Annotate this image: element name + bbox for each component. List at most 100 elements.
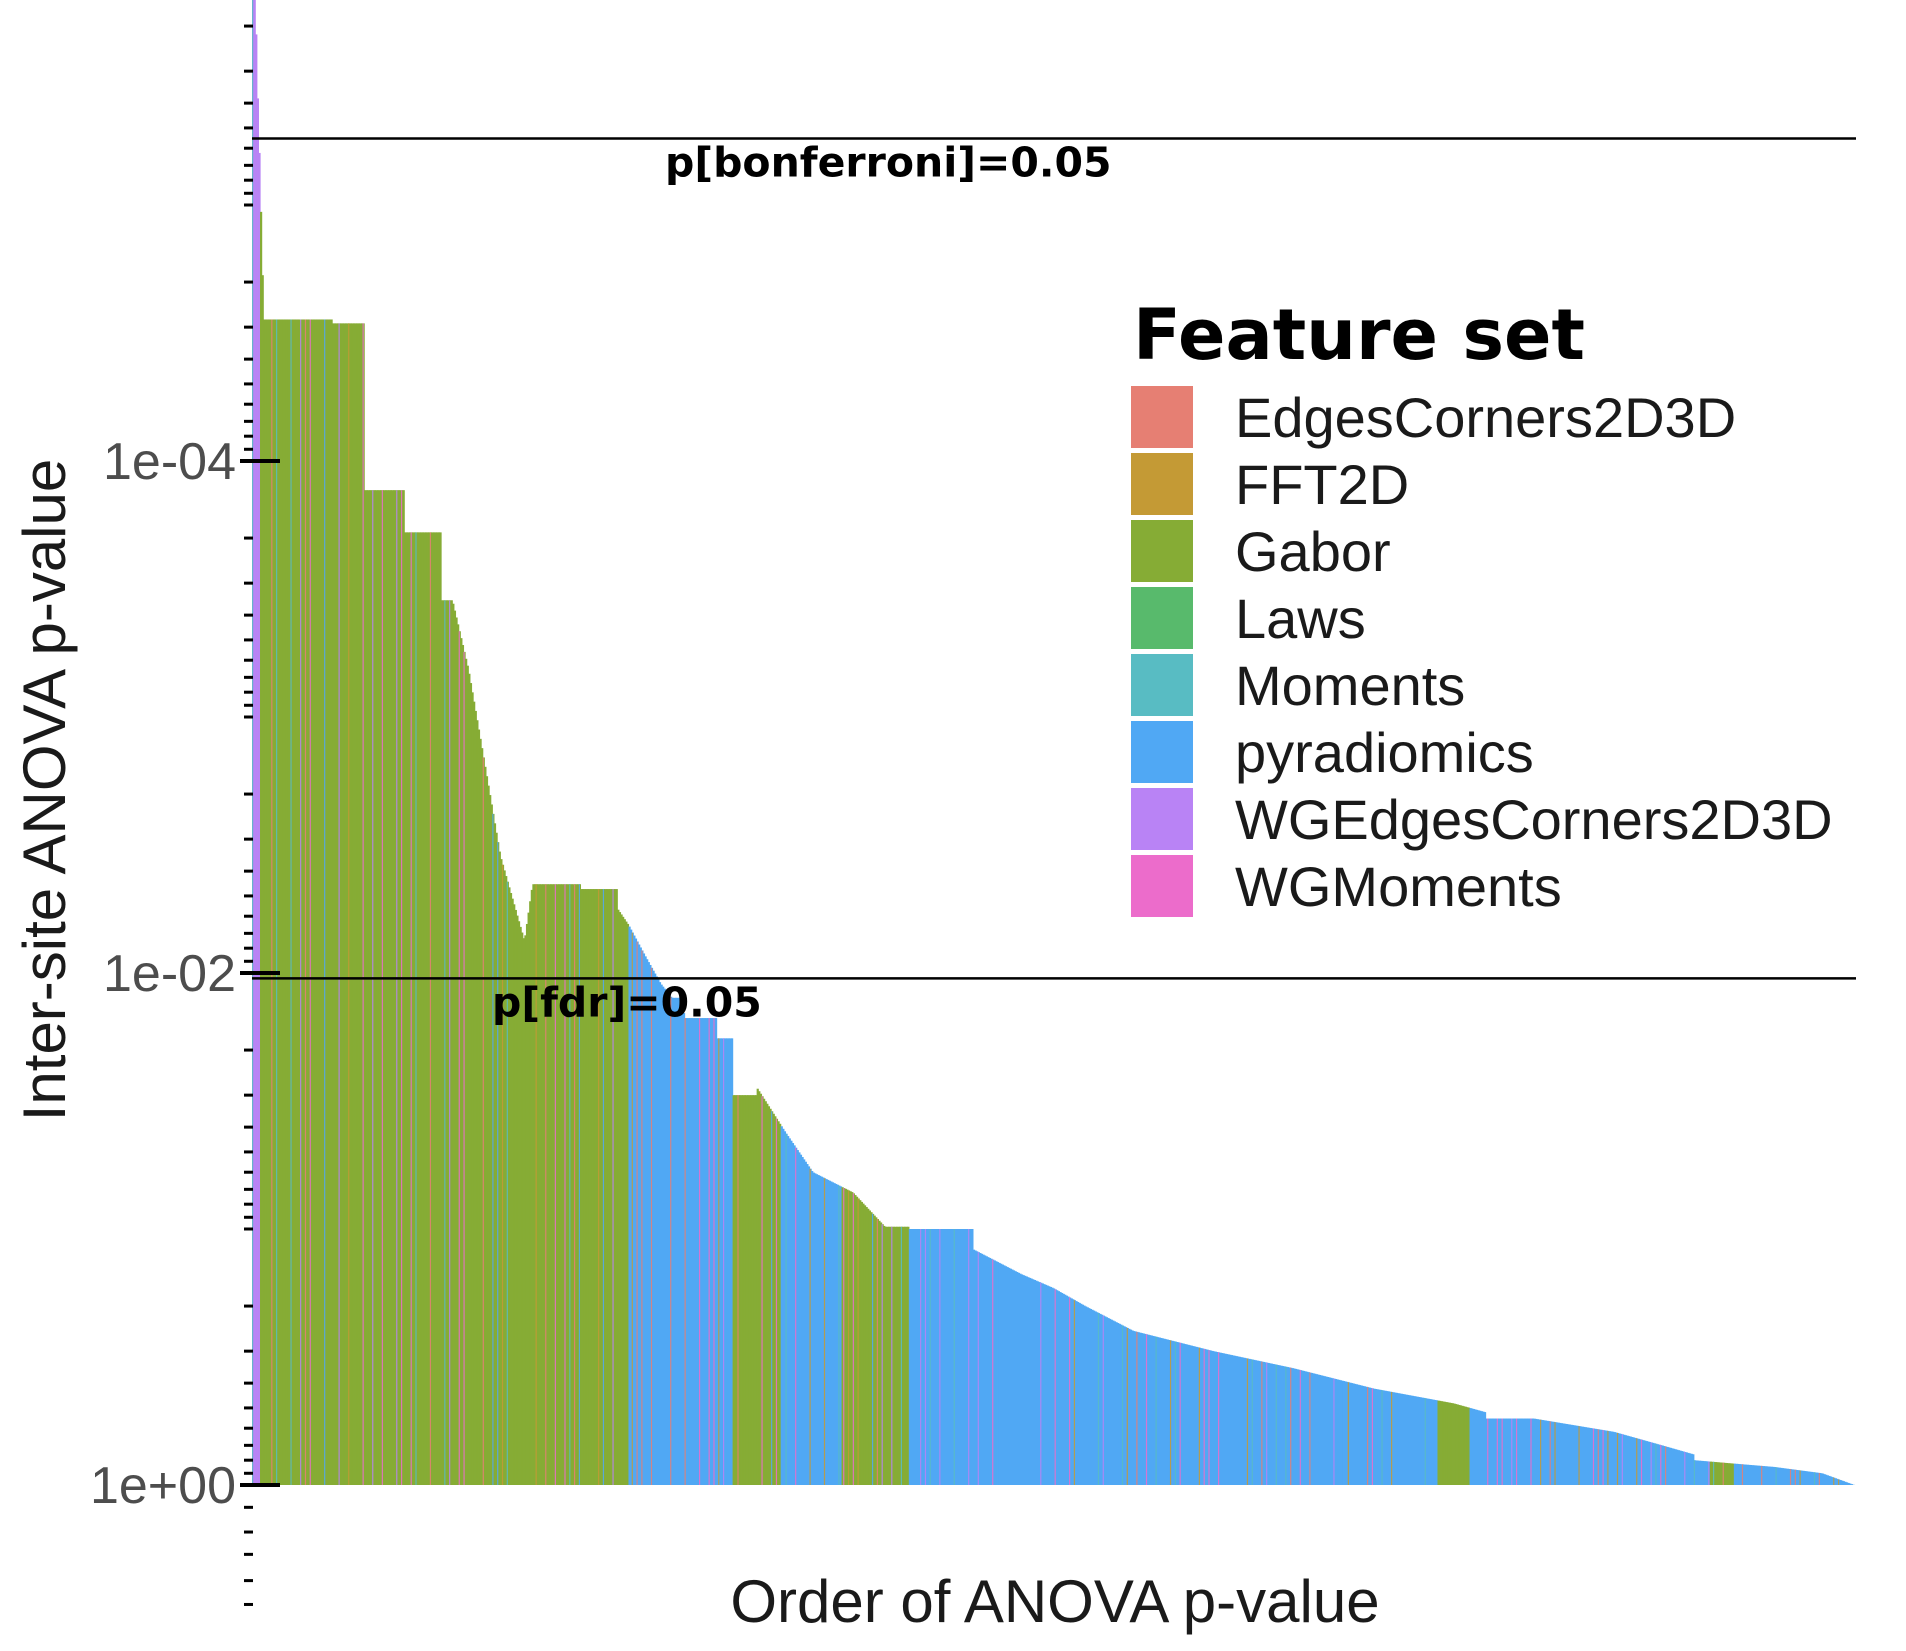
- bar-stripe: [790, 1141, 791, 1485]
- y-tick-label: 1e+00: [90, 1457, 236, 1515]
- bar-stripe: [1708, 1462, 1709, 1486]
- bar-stripe: [1180, 1343, 1181, 1485]
- bar-stripe: [737, 1095, 738, 1485]
- bar-stripe: [1530, 1419, 1531, 1485]
- legend-label: Gabor: [1235, 520, 1391, 583]
- bar-stripe: [1290, 1368, 1291, 1485]
- bar-stripe: [877, 1219, 878, 1485]
- bar-stripe: [1141, 1333, 1142, 1485]
- bar-stripe: [1103, 1316, 1104, 1485]
- bar-stripe: [1502, 1419, 1503, 1485]
- bar-stripe: [310, 319, 311, 1485]
- bar-stripe: [1069, 1297, 1070, 1485]
- bar-stripe: [1204, 1349, 1205, 1485]
- bar-stripe: [507, 882, 508, 1485]
- bar-stripe: [848, 1190, 849, 1485]
- legend-swatch: [1131, 654, 1193, 716]
- legend-label: Laws: [1235, 587, 1366, 650]
- bar-stripe: [300, 319, 301, 1485]
- legend-swatch: [1131, 520, 1193, 582]
- bar-stripe: [819, 1176, 820, 1485]
- bar-stripe: [415, 532, 416, 1485]
- bar-stripe: [1247, 1359, 1248, 1485]
- bar-stripe: [1300, 1370, 1301, 1485]
- bar-stripe: [1843, 1481, 1844, 1485]
- bar-stripe: [838, 1186, 839, 1485]
- bar-stripe: [348, 323, 349, 1485]
- bar-stripe: [1550, 1421, 1551, 1485]
- bar-stripe: [1511, 1419, 1512, 1485]
- bar-stripe: [1814, 1472, 1815, 1485]
- legend-label: WGEdgesCorners2D3D: [1235, 788, 1833, 851]
- bar-stripe: [1593, 1429, 1594, 1485]
- bar-stripe: [1497, 1419, 1498, 1485]
- bar-stripe: [339, 323, 340, 1485]
- bar-stripe: [1146, 1334, 1147, 1485]
- legend-swatch: [1131, 587, 1193, 649]
- bar-stripe: [1761, 1466, 1762, 1485]
- bar-stripe: [939, 1229, 940, 1485]
- bar-stripe: [1602, 1430, 1603, 1485]
- bar-stripe: [463, 652, 464, 1485]
- bar-stripe: [545, 884, 546, 1485]
- bar-stripe: [1199, 1348, 1200, 1485]
- bar-stripe: [1074, 1300, 1075, 1485]
- legend-label: FFT2D: [1235, 453, 1409, 516]
- bar-stripe: [1381, 1390, 1382, 1485]
- bar-stripe: [1309, 1373, 1310, 1485]
- bar-stripe: [713, 1018, 714, 1485]
- bar-stripe: [785, 1134, 786, 1485]
- bar-stripe: [271, 319, 272, 1485]
- bar-stripe: [997, 1262, 998, 1485]
- bar-stripe: [1170, 1340, 1171, 1485]
- bar-stripe: [1208, 1350, 1209, 1485]
- bar-stripe: [252, 0, 253, 1485]
- bar-stripe: [1804, 1471, 1805, 1485]
- bar-stripe: [761, 1096, 762, 1485]
- bar-stripe: [1261, 1362, 1262, 1485]
- bar-stripe: [718, 1038, 719, 1485]
- bar-stripe: [1122, 1326, 1123, 1486]
- bar-stripe: [882, 1224, 883, 1485]
- bar-stripe: [1252, 1360, 1253, 1485]
- bar-stripe: [1723, 1463, 1724, 1485]
- bar-stripe: [1578, 1426, 1579, 1485]
- bar-stripe: [771, 1111, 772, 1485]
- bar-stripe: [920, 1229, 921, 1485]
- bar-stripe: [536, 884, 537, 1485]
- bar-stripe: [699, 1018, 700, 1485]
- bar-stripe: [1127, 1328, 1128, 1485]
- bar-stripe: [363, 323, 364, 1485]
- bar-stripe: [795, 1148, 796, 1485]
- bar-stripe: [930, 1229, 931, 1485]
- bar-stripe: [564, 884, 565, 1485]
- bar-stripe: [1353, 1383, 1354, 1485]
- bar-stripe: [1833, 1478, 1834, 1485]
- legend-label: WGMoments: [1235, 855, 1562, 918]
- bar-stripe: [1540, 1420, 1541, 1485]
- bar-stripe: [276, 319, 277, 1485]
- bar-stripe: [1838, 1479, 1839, 1485]
- bar-stripe: [1329, 1377, 1330, 1485]
- bar-stripe: [723, 1038, 724, 1485]
- bar-stripe: [1617, 1433, 1618, 1485]
- bar-stripe: [1055, 1289, 1056, 1485]
- bar-stripe: [810, 1169, 811, 1485]
- bar-stripe: [1391, 1392, 1392, 1485]
- bar-stripe: [1333, 1379, 1334, 1485]
- bar-stripe: [891, 1227, 892, 1485]
- bar-stripe: [1266, 1363, 1267, 1485]
- bar-stripe: [800, 1155, 801, 1485]
- bar-stripe: [814, 1173, 815, 1485]
- bar-stripe: [1776, 1467, 1777, 1485]
- bar-stripe: [1742, 1464, 1743, 1485]
- bar-stripe: [1713, 1462, 1714, 1485]
- bar-stripe: [1737, 1464, 1738, 1485]
- bar-stripe: [492, 814, 493, 1485]
- bar-stripe: [1040, 1283, 1041, 1485]
- bar-stripe: [954, 1229, 955, 1485]
- bar-stripe: [1694, 1460, 1695, 1485]
